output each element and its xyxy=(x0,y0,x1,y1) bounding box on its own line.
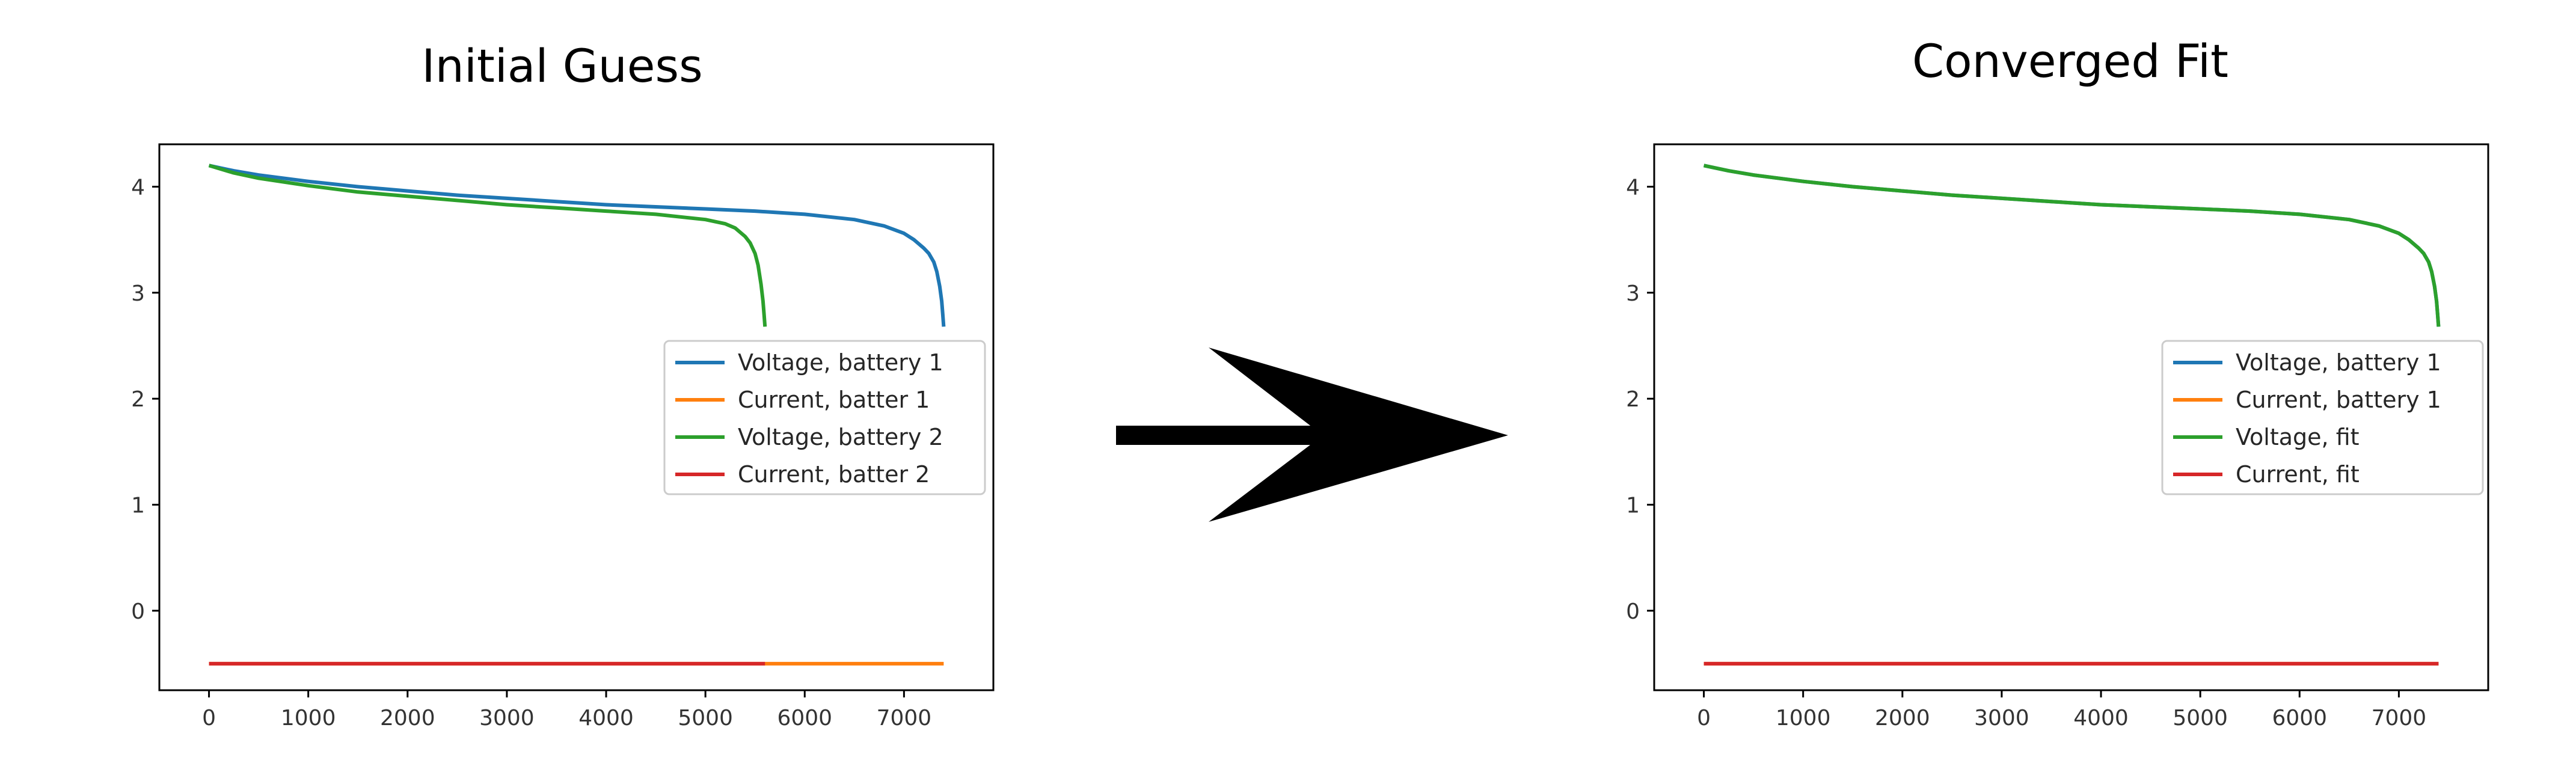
series-line xyxy=(1703,164,2441,327)
chart-initial-guess: Initial Guess 0 1000 2000 3000 4000 5000 6000 7… xyxy=(131,39,995,730)
chart-converged-fit: Converged Fit 0 1000 2000 3000 4000 5000 6000 7… xyxy=(1626,34,2489,730)
x-tick-label: 5000 xyxy=(2173,706,2228,730)
y-tick-label: 4 xyxy=(1626,176,1640,200)
legend-label: Current, batter 2 xyxy=(738,461,930,488)
x-tick-label: 4000 xyxy=(578,706,634,730)
x-tick-label: 6000 xyxy=(777,706,832,730)
x-tick-label: 2000 xyxy=(380,706,435,730)
legend: Voltage, battery 1 Current, batter 1 Volta… xyxy=(663,340,986,495)
x-tick-label: 3000 xyxy=(1974,706,2029,730)
legend-label: Voltage, battery 1 xyxy=(2236,349,2441,376)
legend-label: Voltage, battery 1 xyxy=(738,349,943,376)
x-tick-label: 3000 xyxy=(479,706,535,730)
series-line xyxy=(208,164,767,327)
y-tick-label: 2 xyxy=(131,387,145,412)
y-tick-label: 1 xyxy=(131,493,145,518)
y-tick-label: 4 xyxy=(131,176,145,200)
x-tick-label: 2000 xyxy=(1875,706,1930,730)
x-tick-label: 0 xyxy=(1697,706,1711,730)
chart-title: Initial Guess xyxy=(422,39,702,93)
legend-label: Current, fit xyxy=(2236,461,2360,488)
y-tick-label: 0 xyxy=(1626,599,1640,624)
series-line xyxy=(1703,164,2441,327)
x-tick-label: 1000 xyxy=(281,706,336,730)
legend-label: Current, batter 1 xyxy=(738,387,930,413)
y-tick-label: 2 xyxy=(1626,387,1640,412)
x-tick-label: 1000 xyxy=(1776,706,1831,730)
y-tick-label: 3 xyxy=(1626,281,1640,306)
y-tick-label: 3 xyxy=(131,281,145,306)
x-tick-label: 6000 xyxy=(2272,706,2327,730)
legend-label: Current, battery 1 xyxy=(2236,387,2441,413)
x-tick-label: 7000 xyxy=(877,706,932,730)
legend-label: Voltage, fit xyxy=(2236,424,2360,450)
x-tick-label: 5000 xyxy=(678,706,733,730)
series-line xyxy=(208,164,946,327)
right-arrow-icon xyxy=(1116,348,1508,522)
y-tick-label: 0 xyxy=(131,599,145,624)
x-tick-label: 4000 xyxy=(2073,706,2129,730)
plot-area-frame xyxy=(158,143,995,691)
legend-box xyxy=(663,340,986,495)
legend-box xyxy=(2161,340,2484,495)
x-tick-label: 7000 xyxy=(2372,706,2427,730)
chart-title: Converged Fit xyxy=(1912,34,2228,88)
plot-area-frame xyxy=(1653,143,2489,691)
y-tick-label: 1 xyxy=(1626,493,1640,518)
x-tick-label: 0 xyxy=(202,706,216,730)
legend-label: Voltage, battery 2 xyxy=(738,424,943,450)
arrow-shaft xyxy=(1116,426,1345,445)
arrow-head xyxy=(1209,348,1508,522)
legend: Voltage, battery 1 Current, battery 1 Volt… xyxy=(2161,340,2484,495)
